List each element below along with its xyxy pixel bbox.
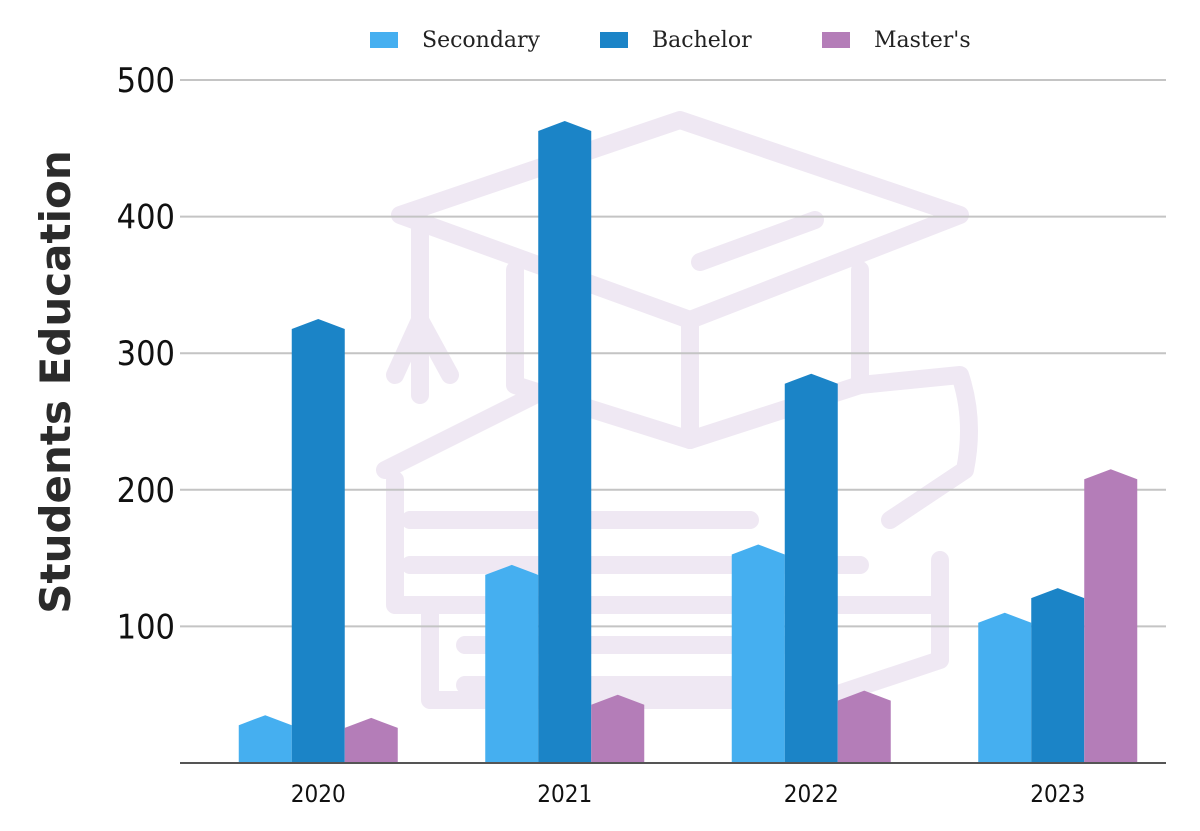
bar-secondary-2022 bbox=[731, 544, 785, 763]
legend-label: Master's bbox=[874, 28, 971, 53]
bar-secondary-2020 bbox=[238, 715, 292, 763]
legend-swatch bbox=[822, 32, 850, 48]
x-tick-labels: 2020 2021 2022 2023 bbox=[291, 780, 1085, 808]
y-tick-label: 500 bbox=[117, 61, 175, 101]
legend-swatch bbox=[600, 32, 628, 48]
bar-bachelor-2020 bbox=[291, 319, 345, 763]
bar-masters-2023 bbox=[1084, 469, 1138, 763]
legend-label: Bachelor bbox=[652, 28, 752, 53]
bars bbox=[238, 120, 1138, 764]
x-tick-label: 2020 bbox=[291, 780, 346, 808]
legend-swatch bbox=[370, 32, 398, 48]
graduation-cap-and-books-icon bbox=[376, 111, 978, 709]
y-tick-label: 200 bbox=[117, 471, 175, 511]
bar-bachelor-2021 bbox=[538, 120, 592, 764]
gridlines: 100 200 300 400 500 bbox=[117, 61, 1166, 647]
bar-secondary-2023 bbox=[978, 612, 1032, 763]
y-tick-label: 300 bbox=[117, 334, 175, 374]
legend-label: Secondary bbox=[422, 28, 541, 53]
y-tick-label: 400 bbox=[117, 198, 175, 238]
bar-masters-2020 bbox=[344, 717, 398, 763]
y-axis-label: Students Education bbox=[31, 150, 80, 614]
bar-bachelor-2023 bbox=[1031, 588, 1085, 763]
legend: Secondary Bachelor Master's bbox=[370, 28, 971, 53]
bar-masters-2022 bbox=[837, 690, 891, 763]
x-tick-label: 2023 bbox=[1030, 780, 1085, 808]
bar-bachelor-2022 bbox=[784, 373, 838, 763]
x-tick-label: 2021 bbox=[537, 780, 592, 808]
y-tick-label: 100 bbox=[117, 607, 175, 647]
bar-secondary-2021 bbox=[485, 564, 539, 763]
x-tick-label: 2022 bbox=[784, 780, 839, 808]
bar-masters-2021 bbox=[591, 694, 645, 763]
